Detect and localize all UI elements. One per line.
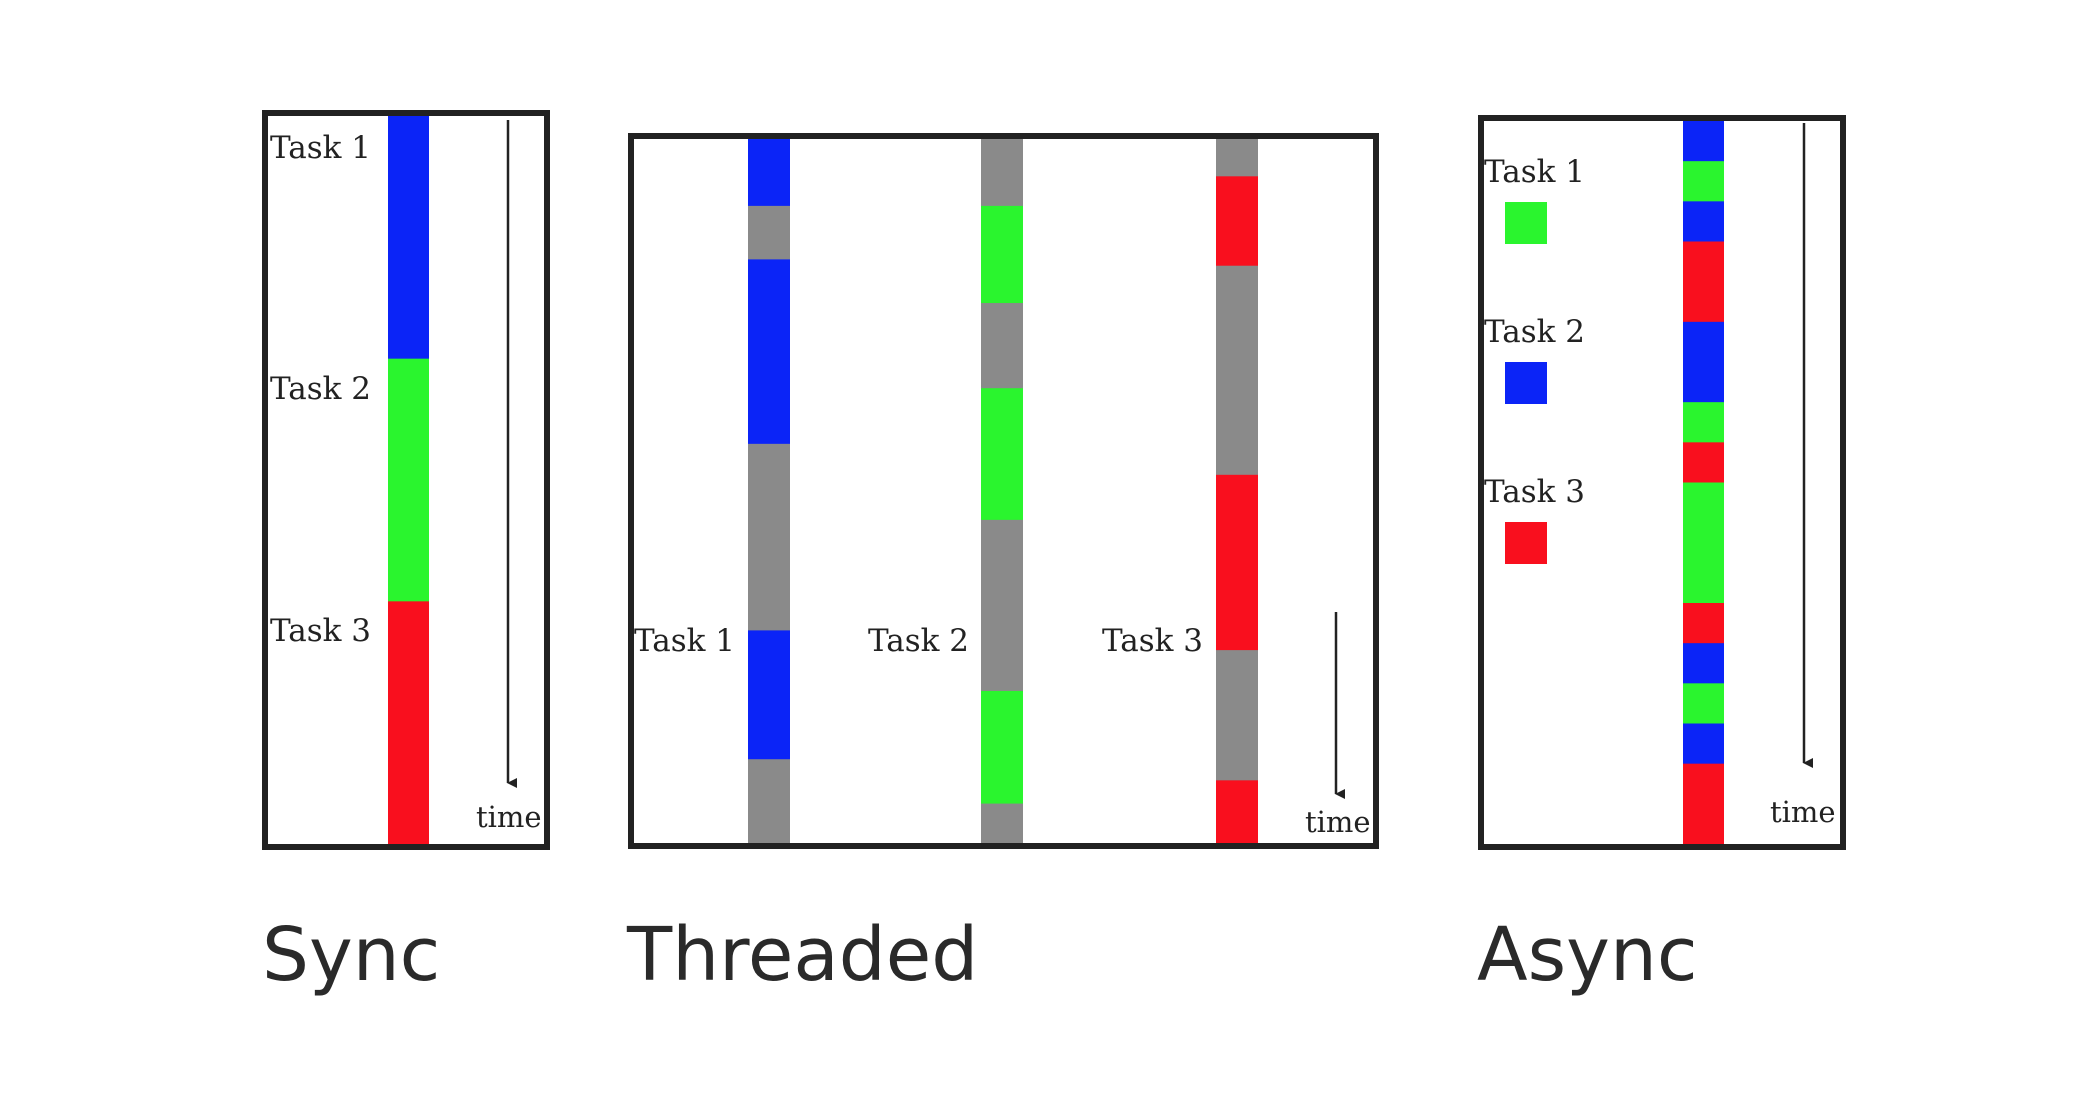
- async-panel: Task 1 Task 2 Task 3 time Async: [1477, 115, 1846, 998]
- threaded-task-3-segment: [1216, 474, 1258, 651]
- async-task-segment: [1683, 723, 1724, 765]
- sync-frame: [262, 110, 550, 850]
- threaded-time-label: time: [1305, 805, 1371, 839]
- threaded-task-2-segment: [981, 519, 1023, 692]
- threaded-caption: Threaded: [626, 912, 978, 998]
- threaded-task-3-segment: [1216, 176, 1258, 267]
- async-task-segment: [1683, 683, 1724, 724]
- sync-time-label: time: [476, 800, 542, 834]
- sync-task-2-label: Task 2: [270, 371, 371, 407]
- threaded-task-3-segment: [1216, 139, 1258, 177]
- async-task-segment: [1683, 482, 1724, 604]
- threaded-task-2-segment: [981, 803, 1023, 844]
- threaded-timeline-bars: [748, 139, 1258, 844]
- threaded-task-2-segment: [981, 139, 1023, 207]
- async-caption: Async: [1477, 912, 1698, 998]
- async-time-label: time: [1770, 795, 1836, 829]
- async-legend-task-3-swatch: [1505, 522, 1547, 564]
- threaded-task-1-segment: [748, 259, 790, 445]
- async-task-segment: [1683, 442, 1724, 483]
- async-legend-task-3-label: Task 3: [1484, 474, 1585, 510]
- threaded-task-1-segment: [748, 759, 790, 844]
- async-task-segment: [1683, 603, 1724, 644]
- sync-task-segment: [388, 601, 429, 845]
- async-task-segment: [1683, 161, 1724, 202]
- threaded-task-3-segment: [1216, 780, 1258, 844]
- async-timeline-bar: [1683, 121, 1724, 845]
- threaded-task-1-segment: [748, 205, 790, 260]
- async-task-segment: [1683, 201, 1724, 242]
- sync-caption: Sync: [262, 912, 440, 998]
- threaded-task-3-segment: [1216, 265, 1258, 476]
- threaded-task-3-label: Task 3: [1102, 623, 1203, 659]
- async-task-segment: [1683, 643, 1724, 684]
- threaded-panel: Task 1 Task 2 Task 3 time Threaded: [626, 133, 1379, 998]
- async-frame: [1478, 115, 1846, 850]
- async-task-segment: [1683, 241, 1724, 323]
- threaded-task-2-segment: [981, 205, 1023, 304]
- threaded-task-2-label: Task 2: [868, 623, 969, 659]
- async-task-segment: [1683, 321, 1724, 403]
- sync-timeline-bar: [388, 116, 429, 845]
- async-legend-task-2-swatch: [1505, 362, 1547, 404]
- async-legend-task-1-label: Task 1: [1484, 154, 1585, 190]
- threaded-task-2-segment: [981, 690, 1023, 805]
- threaded-task-2-segment: [981, 388, 1023, 521]
- threaded-task-3-segment: [1216, 650, 1258, 781]
- threaded-task-1-segment: [748, 630, 790, 760]
- threaded-frame: [628, 133, 1379, 849]
- async-task-segment: [1683, 402, 1724, 443]
- threaded-task-1-segment: [748, 443, 790, 631]
- sync-task-3-label: Task 3: [270, 613, 371, 649]
- sync-task-1-label: Task 1: [270, 130, 371, 166]
- async-task-segment: [1683, 121, 1724, 162]
- threaded-task-1-label: Task 1: [634, 623, 735, 659]
- sync-task-segment: [388, 358, 429, 602]
- threaded-task-2-segment: [981, 303, 1023, 389]
- async-task-segment: [1683, 763, 1724, 845]
- async-legend-task-2-label: Task 2: [1484, 314, 1585, 350]
- threaded-task-1-segment: [748, 139, 790, 207]
- sync-panel: Task 1 Task 2 Task 3 time Sync: [262, 110, 550, 998]
- async-legend-task-1-swatch: [1505, 202, 1547, 244]
- sync-task-segment: [388, 116, 429, 360]
